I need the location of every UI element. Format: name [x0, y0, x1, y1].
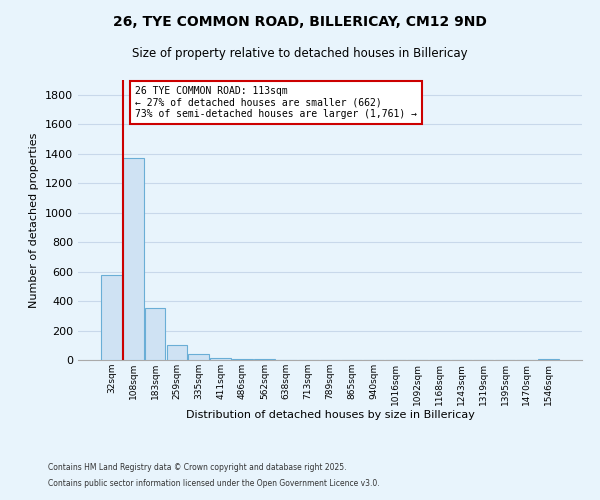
- Text: 26, TYE COMMON ROAD, BILLERICAY, CM12 9ND: 26, TYE COMMON ROAD, BILLERICAY, CM12 9N…: [113, 15, 487, 29]
- Bar: [123, 158, 143, 360]
- Bar: [188, 354, 209, 360]
- Bar: [210, 358, 231, 360]
- Text: Contains public sector information licensed under the Open Government Licence v3: Contains public sector information licen…: [48, 478, 380, 488]
- Bar: [232, 359, 253, 360]
- Text: Size of property relative to detached houses in Billericay: Size of property relative to detached ho…: [132, 48, 468, 60]
- Y-axis label: Number of detached properties: Number of detached properties: [29, 132, 40, 308]
- X-axis label: Distribution of detached houses by size in Billericay: Distribution of detached houses by size …: [185, 410, 475, 420]
- Bar: [145, 308, 166, 360]
- Text: 26 TYE COMMON ROAD: 113sqm
← 27% of detached houses are smaller (662)
73% of sem: 26 TYE COMMON ROAD: 113sqm ← 27% of deta…: [135, 86, 417, 119]
- Bar: [101, 274, 122, 360]
- Text: Contains HM Land Registry data © Crown copyright and database right 2025.: Contains HM Land Registry data © Crown c…: [48, 464, 347, 472]
- Bar: [167, 346, 187, 360]
